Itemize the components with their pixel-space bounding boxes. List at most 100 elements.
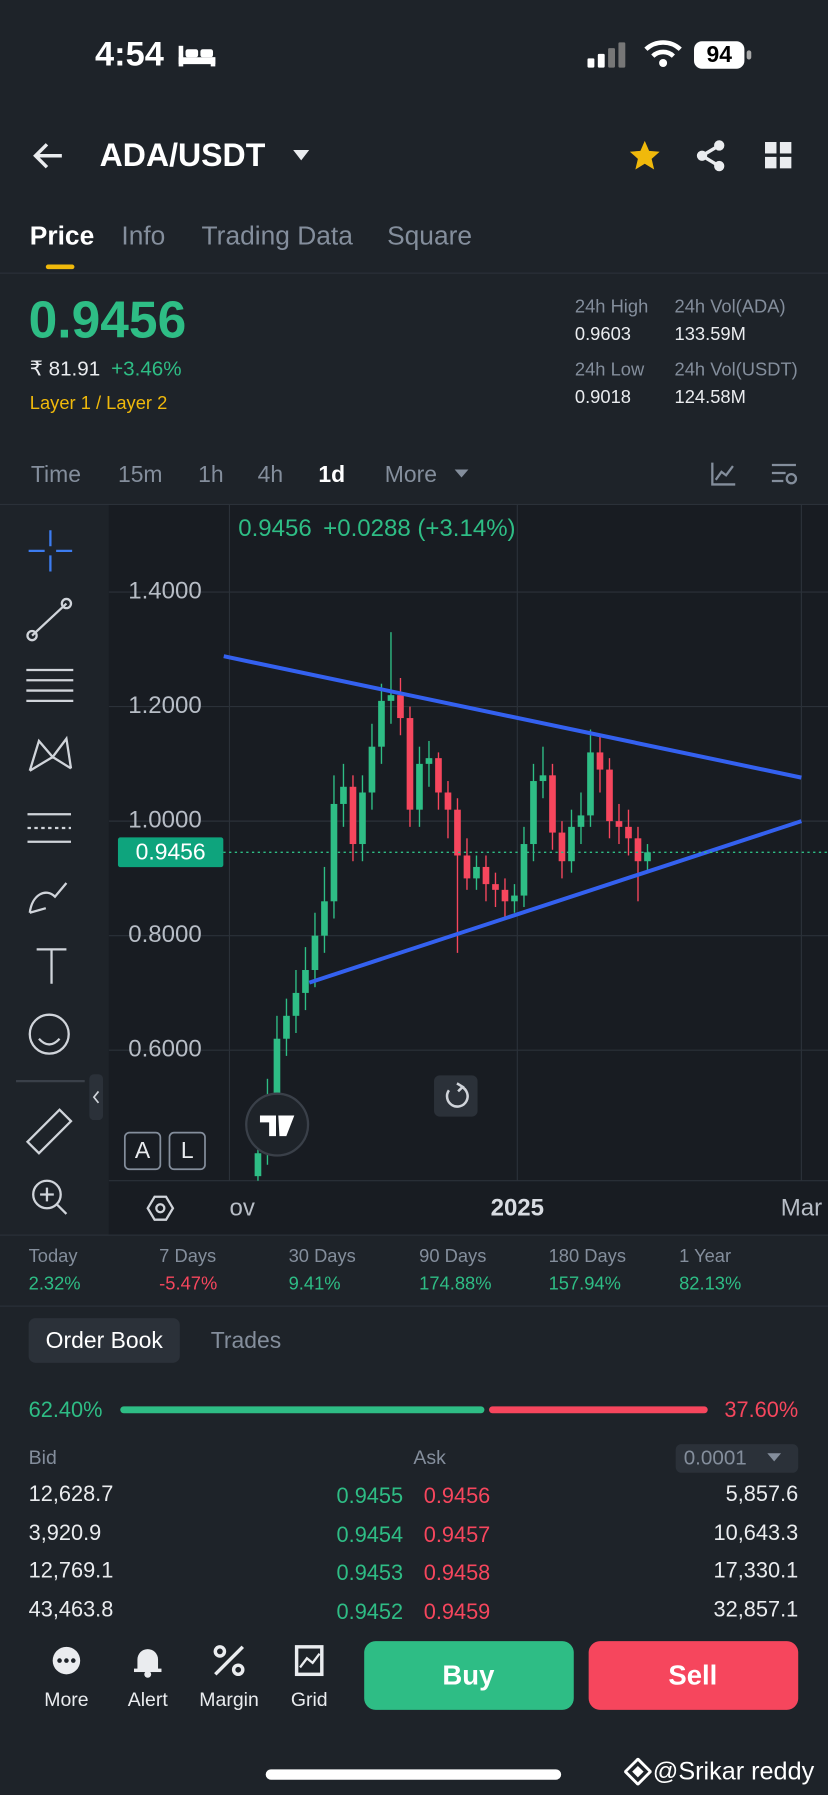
y-tick-label: 0.8000 xyxy=(128,921,202,948)
nav-label[interactable]: Alert xyxy=(127,1688,168,1711)
candle-body xyxy=(359,792,366,845)
candle-body xyxy=(644,852,651,862)
tab[interactable]: Trading Data xyxy=(201,220,353,251)
perf-label: 90 Days xyxy=(419,1247,487,1267)
candle-body xyxy=(596,752,604,770)
candle-body xyxy=(530,781,537,845)
interval-tab[interactable]: 1h xyxy=(198,462,224,488)
precision-select[interactable] xyxy=(675,1444,799,1473)
last-price: 0.9456 xyxy=(28,290,187,349)
settings-icon[interactable] xyxy=(770,460,800,487)
ask-qty: 32,857.1 xyxy=(713,1597,799,1622)
stat-value: 0.9603 xyxy=(574,325,631,345)
pair-caret[interactable] xyxy=(292,149,310,163)
tab[interactable]: Info xyxy=(121,220,166,251)
perf-label: 7 Days xyxy=(159,1247,217,1267)
buy-button[interactable] xyxy=(364,1641,574,1710)
chart-legend: 0.9456 +0.0288 (+3.14%) xyxy=(238,516,515,543)
more-caret[interactable] xyxy=(447,463,477,486)
watermark-logo xyxy=(624,1757,652,1786)
tradingview-logo[interactable] xyxy=(245,1092,310,1157)
tradingview-mark xyxy=(259,1115,295,1137)
candle-body xyxy=(634,838,642,862)
last-price-tag xyxy=(117,837,224,868)
status-time: 4:54 xyxy=(95,35,164,74)
interval-tab[interactable]: 1d xyxy=(318,462,346,488)
perf-value: -5.47% xyxy=(159,1274,218,1295)
plot xyxy=(223,632,803,1181)
precision-value[interactable]: 0.0001 xyxy=(683,1446,747,1470)
battery xyxy=(694,41,745,69)
candlestick-chart[interactable]: 1.4000 1.2000 1.0000 0.8000 0.6000 ov 2025 Mar 0… xyxy=(108,505,828,1235)
trendline xyxy=(308,819,803,985)
ask-ratio-bar xyxy=(489,1406,708,1414)
trendline xyxy=(223,654,802,780)
scale-button-label: L xyxy=(181,1137,194,1163)
nav-label[interactable]: More xyxy=(44,1688,89,1711)
home-indicator xyxy=(265,1769,562,1780)
battery-level: 94 xyxy=(706,42,732,68)
interval-tab[interactable]: More xyxy=(384,462,437,488)
candle-body xyxy=(549,775,556,833)
x-tick-label: Mar xyxy=(781,1195,822,1222)
indicator-icon[interactable] xyxy=(710,460,737,487)
stat-value: 133.59M xyxy=(674,325,746,345)
back-button[interactable] xyxy=(32,141,64,171)
precision-caret[interactable] xyxy=(765,1450,783,1466)
y-tick-label: 0.6000 xyxy=(128,1036,202,1063)
sell-button[interactable] xyxy=(588,1641,799,1710)
candle-body xyxy=(340,786,347,804)
tab-indicator xyxy=(45,264,75,270)
sell-label[interactable]: Sell xyxy=(668,1660,718,1692)
y-tick-label: 1.2000 xyxy=(128,692,202,719)
ask-qty: 17,330.1 xyxy=(713,1559,799,1584)
interval-tab[interactable]: Time xyxy=(30,462,81,488)
candle-body xyxy=(444,792,452,810)
nav-label[interactable]: Grid xyxy=(290,1688,328,1711)
grid-menu[interactable] xyxy=(765,142,792,169)
y-tick-label: 1.4000 xyxy=(128,577,202,604)
bid-ratio: 62.40% xyxy=(28,1398,103,1423)
candle-body xyxy=(615,821,623,827)
tab[interactable]: Price xyxy=(29,220,95,251)
orderbook-tab-bg[interactable] xyxy=(28,1318,180,1363)
candle-body xyxy=(625,826,632,839)
candle-body xyxy=(463,855,471,879)
ask-qty: 5,857.6 xyxy=(725,1482,799,1507)
bid-qty: 43,463.8 xyxy=(28,1597,114,1622)
favorite-star[interactable] xyxy=(629,140,661,172)
reset-button[interactable] xyxy=(434,1075,478,1117)
bid-price: 0.9453 xyxy=(336,1561,404,1586)
tab[interactable]: Square xyxy=(387,220,473,251)
toolbar-collapse[interactable] xyxy=(89,1074,104,1121)
orderbook-tab[interactable]: Order Book xyxy=(45,1328,163,1354)
reset-icon xyxy=(445,1082,469,1108)
signal-icon xyxy=(587,42,626,68)
stat-value: 124.58M xyxy=(674,388,746,408)
chart-settings-hex xyxy=(146,1195,175,1221)
buy-label[interactable]: Buy xyxy=(442,1660,495,1692)
ask-price: 0.9459 xyxy=(423,1599,491,1624)
share-button[interactable] xyxy=(695,140,727,172)
candle-body xyxy=(520,844,528,896)
trades-tab[interactable]: Trades xyxy=(210,1328,282,1354)
interval-tab[interactable]: 15m xyxy=(117,462,163,488)
bid-price: 0.9455 xyxy=(336,1484,404,1509)
stat-label: 24h Low xyxy=(574,360,645,381)
bid-price: 0.9454 xyxy=(336,1523,404,1548)
scale-button[interactable] xyxy=(168,1131,206,1171)
nav-label[interactable]: Margin xyxy=(199,1688,259,1711)
interval-tab[interactable]: 4h xyxy=(257,462,284,488)
scale-button[interactable] xyxy=(123,1131,162,1171)
candle-body xyxy=(368,746,376,793)
divider xyxy=(0,1234,828,1236)
pair-title[interactable]: ADA/USDT xyxy=(99,137,266,173)
drawing-toolbar xyxy=(16,530,104,1215)
candle-body xyxy=(539,775,547,782)
perf-value: 2.32% xyxy=(28,1274,81,1295)
perf-label: 180 Days xyxy=(548,1247,626,1267)
category-tag[interactable]: Layer 1 / Layer 2 xyxy=(29,393,168,414)
candle-body xyxy=(425,758,433,764)
ask-ratio: 37.60% xyxy=(724,1398,799,1423)
